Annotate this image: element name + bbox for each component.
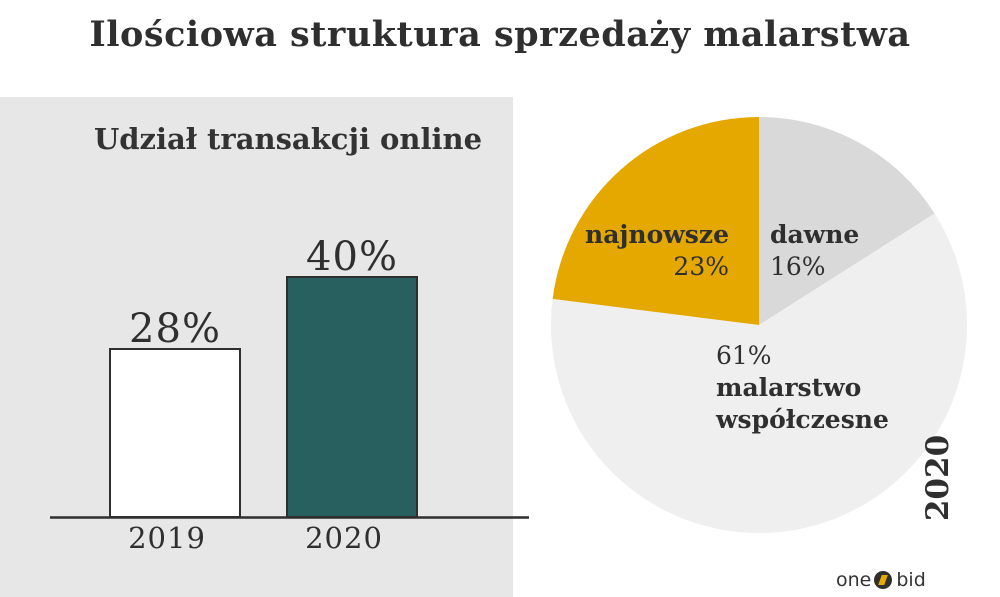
bar-series: 28% 2019 40% 2020: [109, 234, 418, 555]
pie-chart: [550, 117, 967, 534]
bar-2019: [109, 348, 241, 518]
bar-value-label-2020: 40%: [306, 234, 398, 280]
logo-mark-icon: [874, 571, 893, 589]
bar-2020: [286, 276, 418, 518]
onebid-logo: one bid: [836, 568, 926, 592]
pie-label-value-najnowsze: 23%: [673, 252, 729, 281]
pie-year-label: 2020: [920, 435, 956, 521]
main-title: Ilościowa struktura sprzedaży malarstwa: [89, 14, 911, 55]
x-tick-label-2019: 2019: [128, 521, 206, 555]
pie-slice-dawne: [759, 117, 935, 325]
pie-slice-najnowsze: [552, 117, 759, 325]
pie-label-value-wspolczesne: 61%: [716, 341, 772, 370]
pie-label-name-wspolczesne-line1: malarstwo: [716, 373, 861, 402]
pie-labels: najnowsze 23% dawne 16% 61% malarstwo ws…: [585, 220, 889, 434]
pie-slice-malarstwo-współczesne: [550, 213, 967, 534]
bar-chart-title: Udział transakcji online: [94, 122, 482, 156]
pie-label-name-najnowsze: najnowsze: [585, 220, 729, 249]
pie-label-name-wspolczesne-line2: współczesne: [715, 405, 889, 434]
logo-text-one: one: [836, 569, 872, 591]
bar-panel-background: [0, 97, 513, 597]
pie-label-name-dawne: dawne: [770, 220, 859, 249]
pie-label-value-dawne: 16%: [770, 252, 826, 281]
x-tick-label-2020: 2020: [305, 521, 383, 555]
logo-text-bid: bid: [896, 569, 926, 591]
bar-value-label-2019: 28%: [129, 306, 221, 352]
